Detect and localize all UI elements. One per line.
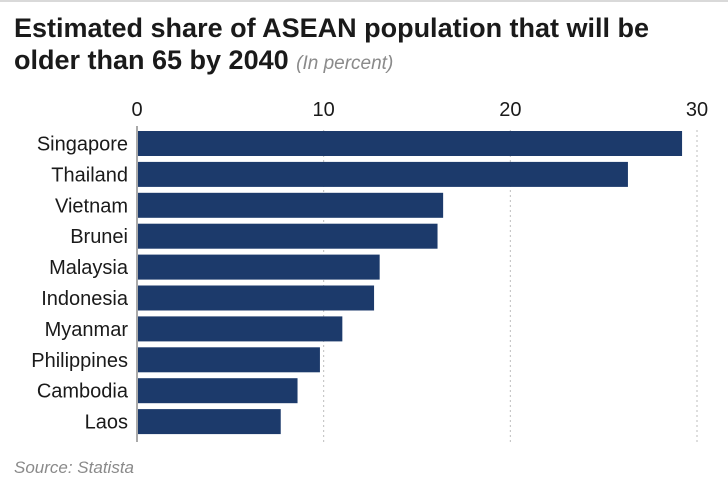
bar [138,131,683,156]
category-label: Cambodia [37,381,129,403]
top-rule [0,0,728,2]
bar [138,347,320,373]
chart-subtitle: (In percent) [296,53,394,74]
bar [138,285,375,311]
x-tick-label: 0 [131,99,142,121]
bar [138,161,628,187]
x-tick-label: 10 [313,99,335,121]
x-tick-label: 30 [686,99,708,121]
category-label: Indonesia [41,288,129,310]
bar [138,409,281,435]
category-label: Singapore [37,134,128,156]
bar [138,378,298,404]
bar [138,223,438,249]
bar [138,254,380,280]
category-label: Thailand [51,164,128,186]
bar [138,316,343,342]
source-note: Source: Statista [14,458,135,477]
category-label: Myanmar [45,319,129,341]
category-label: Vietnam [55,195,128,217]
category-label: Brunei [70,226,128,248]
chart-title-block: Estimated share of ASEAN population that… [14,12,714,80]
category-label: Laos [85,412,128,434]
x-tick-label: 20 [499,99,521,121]
category-label: Philippines [31,350,128,372]
category-label: Malaysia [49,257,129,279]
bar [138,192,444,218]
chart-title: Estimated share of ASEAN population that… [14,13,650,75]
